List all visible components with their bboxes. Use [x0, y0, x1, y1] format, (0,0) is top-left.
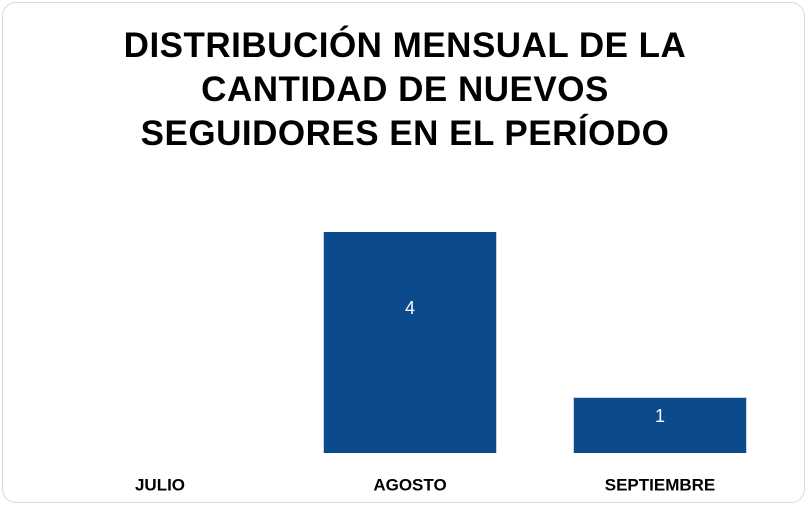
bar [323, 232, 497, 453]
bar [573, 397, 747, 453]
x-tick-label: JULIO [135, 475, 185, 494]
data-label: 1 [655, 406, 665, 426]
x-tick-label: AGOSTO [373, 475, 446, 494]
chart-title: DISTRIBUCIÓN MENSUAL DE LA CANTIDAD DE N… [123, 26, 687, 153]
x-tick-label: SEPTIEMBRE [605, 475, 716, 494]
data-label: 4 [405, 298, 415, 318]
